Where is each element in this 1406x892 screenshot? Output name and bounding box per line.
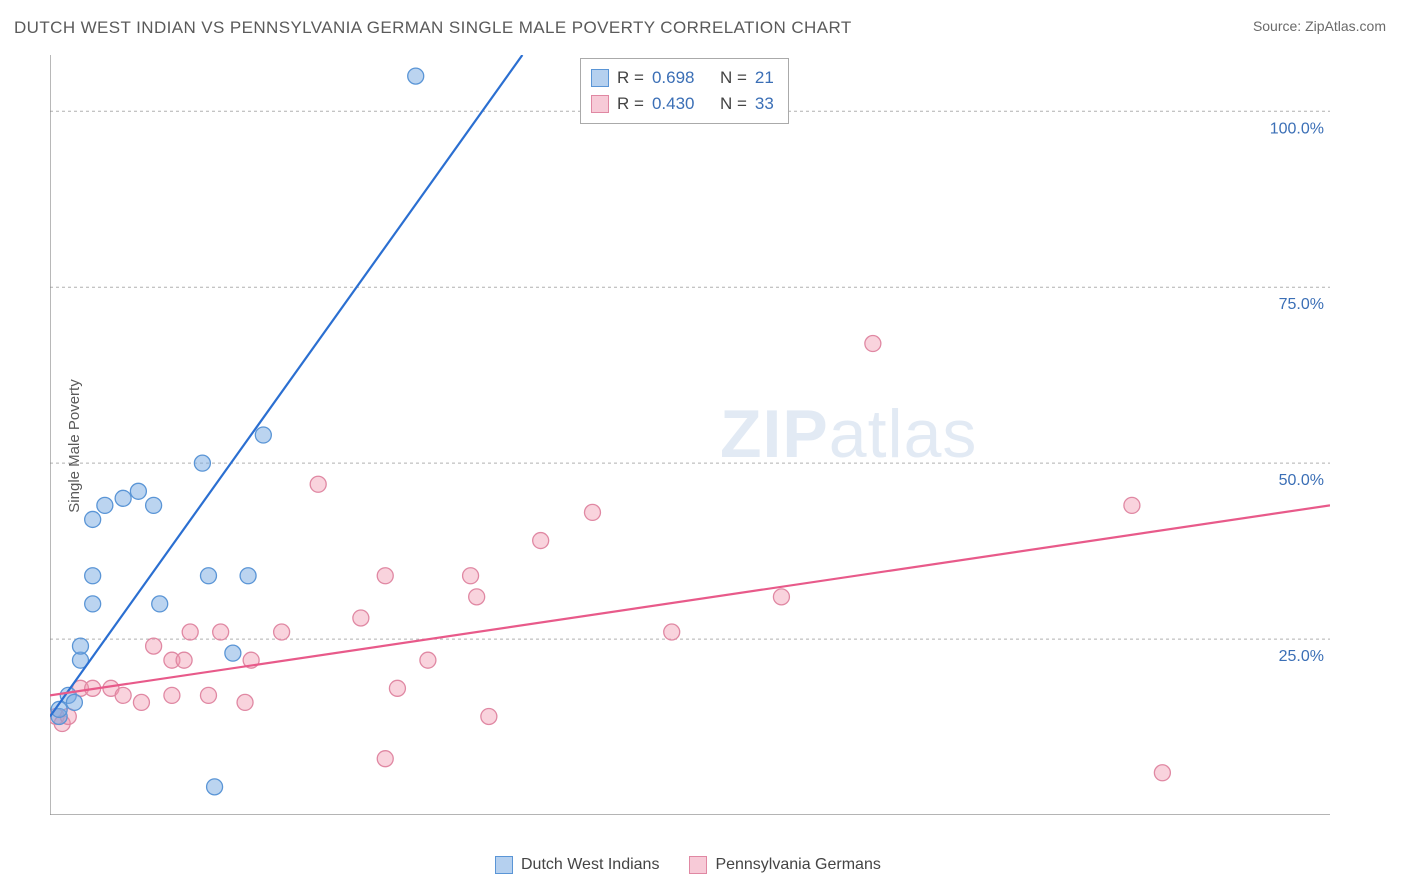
- legend-label-blue: Dutch West Indians: [521, 856, 659, 874]
- svg-text:100.0%: 100.0%: [1270, 120, 1324, 137]
- legend-stats-box: R = 0.698 N = 21 R = 0.430 N = 33: [580, 58, 789, 124]
- chart-svg: 25.0%50.0%75.0%100.0% 0.0% 40.0%: [50, 55, 1330, 815]
- n-label: N =: [720, 68, 747, 88]
- source-label: Source: ZipAtlas.com: [1253, 18, 1386, 34]
- swatch-pink-icon: [591, 95, 609, 113]
- chart-title: DUTCH WEST INDIAN VS PENNSYLVANIA GERMAN…: [14, 18, 852, 38]
- svg-text:75.0%: 75.0%: [1279, 296, 1324, 313]
- swatch-blue-icon: [591, 69, 609, 87]
- legend-stats-row-blue: R = 0.698 N = 21: [591, 65, 774, 91]
- svg-text:50.0%: 50.0%: [1279, 472, 1324, 489]
- n-label: N =: [720, 94, 747, 114]
- chart-plot-area: 25.0%50.0%75.0%100.0% 0.0% 40.0%: [50, 55, 1330, 815]
- swatch-blue-icon: [495, 856, 513, 874]
- legend-item-blue: Dutch West Indians: [495, 856, 659, 874]
- legend-label-pink: Pennsylvania Germans: [715, 856, 880, 874]
- r-value-blue: 0.698: [652, 68, 695, 88]
- r-label: R =: [617, 94, 644, 114]
- svg-text:25.0%: 25.0%: [1279, 648, 1324, 665]
- legend-item-pink: Pennsylvania Germans: [689, 856, 880, 874]
- swatch-pink-icon: [689, 856, 707, 874]
- r-value-pink: 0.430: [652, 94, 695, 114]
- trend-line-blue: [50, 55, 522, 716]
- n-value-blue: 21: [755, 68, 774, 88]
- trend-line-pink: [50, 505, 1330, 695]
- n-value-pink: 33: [755, 94, 774, 114]
- legend-bottom: Dutch West Indians Pennsylvania Germans: [495, 856, 881, 874]
- legend-stats-row-pink: R = 0.430 N = 33: [591, 91, 774, 117]
- r-label: R =: [617, 68, 644, 88]
